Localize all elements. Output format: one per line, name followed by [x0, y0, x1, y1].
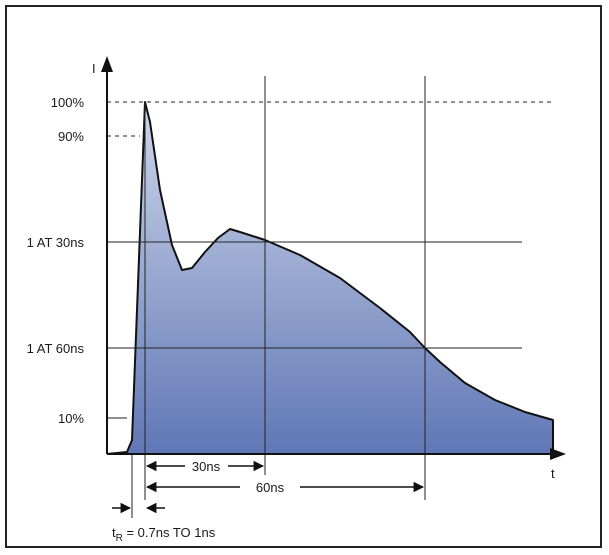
rise-time-subscript: R [116, 533, 123, 544]
label-30ns: 30ns [192, 459, 221, 474]
waveform-curve [106, 101, 554, 455]
label-100pct: 100% [51, 95, 85, 110]
x-axis-label: t [551, 466, 555, 481]
label-10pct: 10% [58, 411, 84, 426]
waveform-area [107, 102, 553, 454]
y-axis-arrowhead [101, 56, 113, 72]
rise-time-t: t [112, 525, 116, 540]
label-rise-time: tR = 0.7ns TO 1ns [112, 525, 216, 544]
label-1-at-60ns: 1 AT 60ns [27, 341, 85, 356]
label-60ns: 60ns [256, 480, 285, 495]
label-1-at-30ns: 1 AT 30ns [27, 235, 85, 250]
y-axis-label: I [92, 61, 96, 76]
rise-time-value: = 0.7ns TO 1ns [123, 525, 216, 540]
label-90pct: 90% [58, 129, 84, 144]
x-axis-arrowhead [550, 448, 566, 460]
